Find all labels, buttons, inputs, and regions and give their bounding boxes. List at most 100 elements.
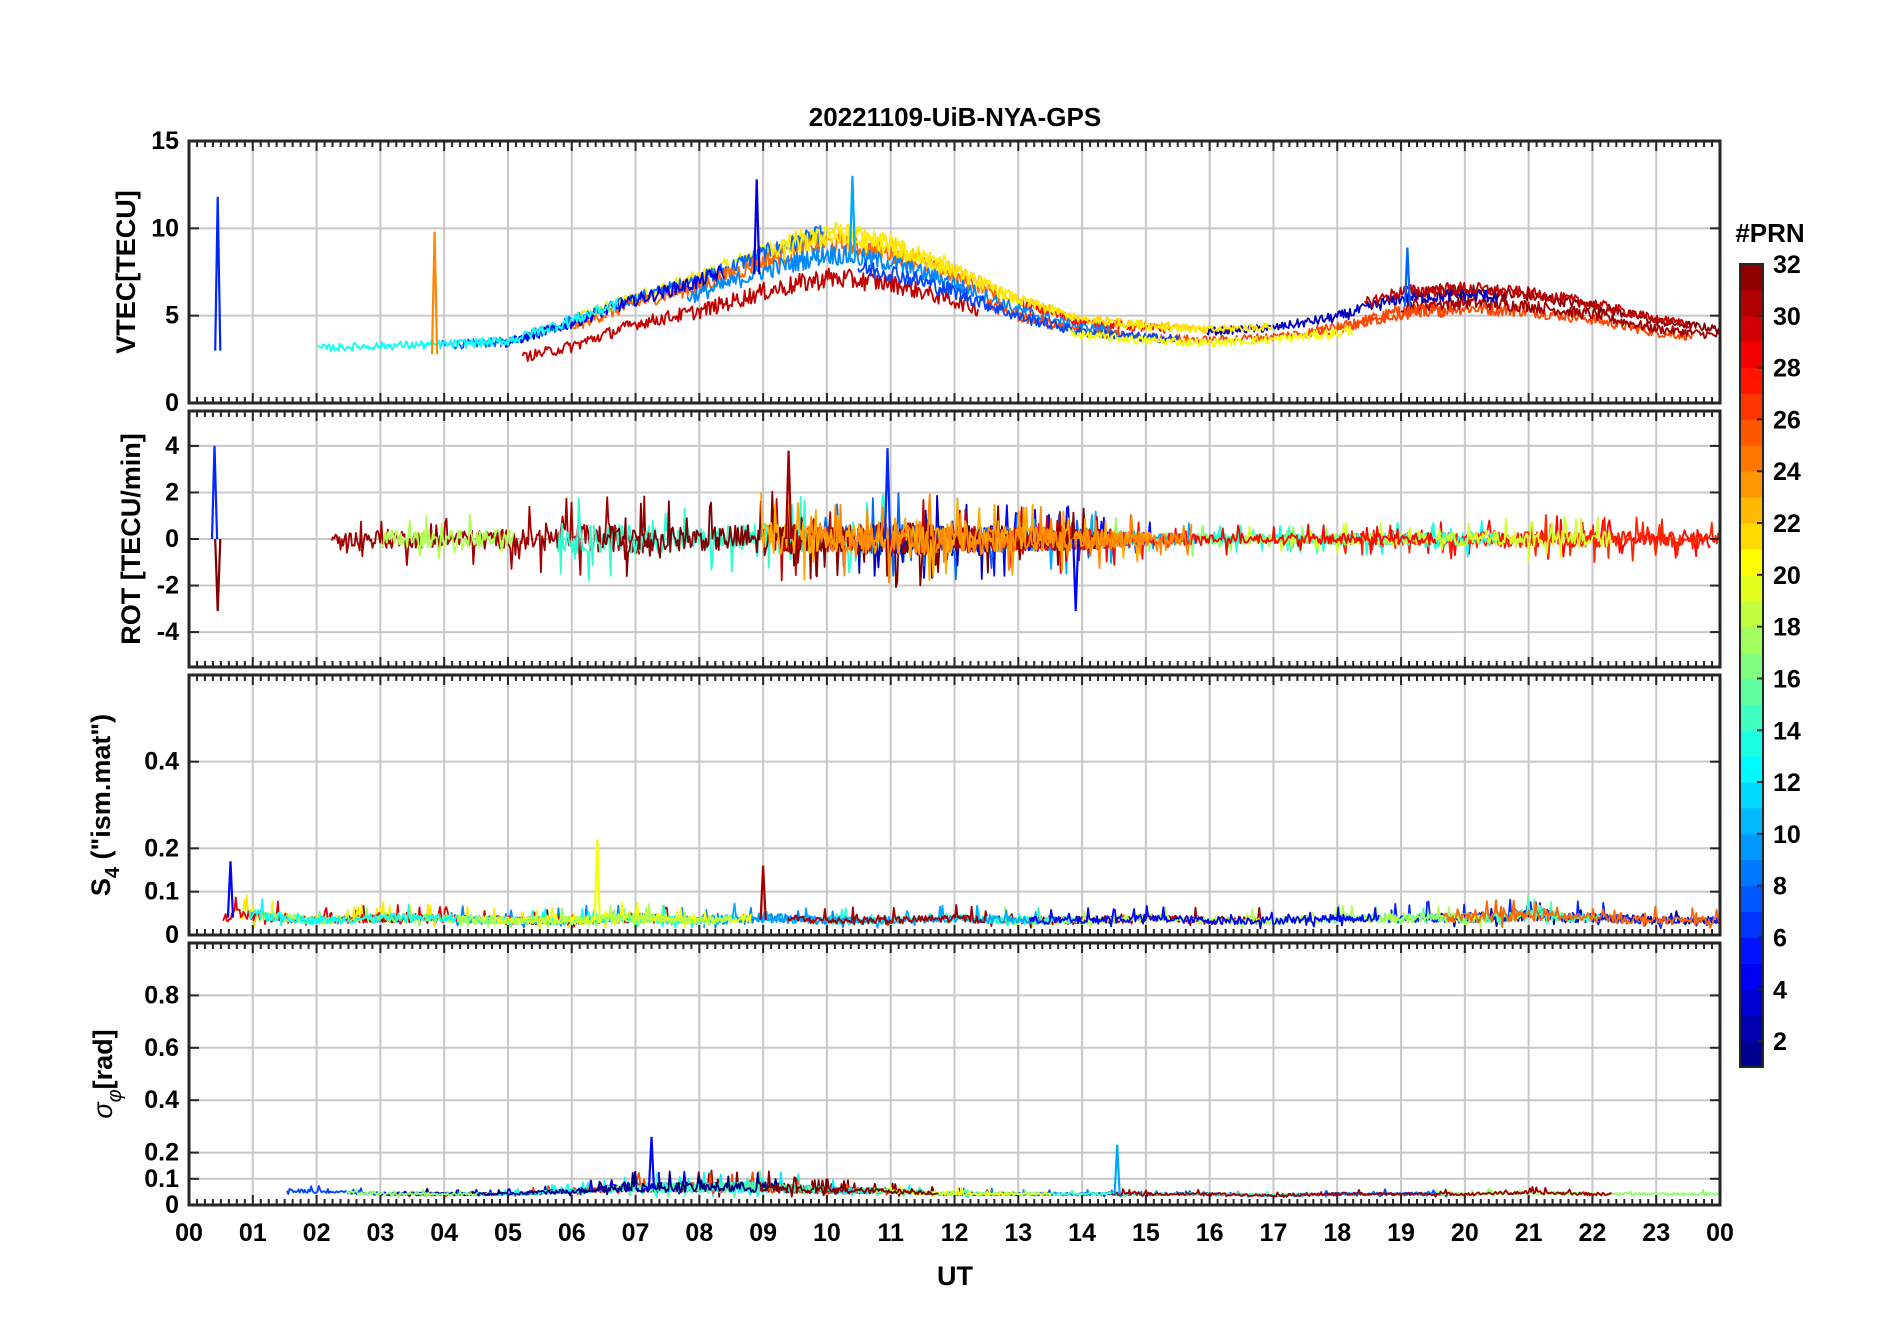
x-tick-label: 00 — [1706, 1219, 1734, 1247]
panel-vtec-y-tick-labels: 0 5 10 15 — [151, 127, 179, 417]
panel-s4-ylabel-suffix: ("ism.mat") — [86, 714, 116, 867]
colorbar-swatch — [1740, 548, 1763, 576]
colorbar-swatch — [1740, 600, 1763, 628]
colorbar-tick-label: 2 — [1773, 1028, 1787, 1056]
peak-trace — [753, 179, 761, 275]
y-tick-label: 0 — [165, 525, 179, 553]
colorbar-frame — [1739, 263, 1764, 1068]
peak-trace — [214, 538, 222, 612]
colorbar-swatch — [1740, 497, 1763, 524]
peak-trace — [1113, 1144, 1121, 1195]
colorbar-tick-label: 6 — [1773, 924, 1787, 952]
x-tick-label: 03 — [366, 1219, 394, 1247]
panel-sigma-y-axis-label: σφ[rad] — [88, 1029, 126, 1118]
panel-rot-frame — [187, 409, 1722, 669]
colorbar-tick-label: 30 — [1773, 303, 1801, 331]
panel-sigma: 00.10.2 0.4 0.6 0.8 σφ[rad] — [88, 941, 1722, 1219]
x-tick-label: 16 — [1196, 1219, 1224, 1247]
peak-trace — [647, 1136, 656, 1190]
colorbar-swatch — [1740, 315, 1763, 343]
colorbar-tick-label: 18 — [1773, 614, 1801, 642]
x-tick-label: 08 — [685, 1219, 713, 1247]
colorbar-swatch — [1740, 730, 1763, 757]
x-tick-label: 04 — [430, 1219, 458, 1247]
x-tick-label: 20 — [1451, 1219, 1479, 1247]
panel-sigma-ylabel-suffix: [rad] — [88, 1029, 118, 1089]
panel-sigma-grid — [189, 943, 1720, 1206]
panel-s4-frame — [187, 673, 1722, 937]
x-tick-label: 01 — [239, 1219, 267, 1247]
colorbar-title: #PRN — [1735, 218, 1804, 248]
panel-sigma-traces — [286, 1136, 1720, 1199]
colorbar-swatch — [1740, 367, 1763, 395]
peak-trace — [210, 445, 219, 540]
satellite-trace — [1400, 295, 1720, 340]
x-tick-label: 13 — [1004, 1219, 1032, 1247]
x-tick-label: 07 — [622, 1219, 650, 1247]
colorbar-tick-label: 4 — [1773, 976, 1787, 1004]
colorbar-swatch — [1740, 1041, 1763, 1068]
y-tick-label: 0.4 — [144, 748, 179, 776]
satellite-trace — [997, 514, 1437, 575]
colorbar-swatch — [1740, 885, 1763, 913]
x-tick-label: 12 — [941, 1219, 969, 1247]
y-tick-label: 0.1 — [144, 878, 179, 906]
peak-trace — [1403, 247, 1412, 307]
colorbar-tick-label: 28 — [1773, 355, 1801, 383]
satellite-trace — [521, 267, 979, 363]
satellite-trace — [345, 1188, 479, 1198]
colorbar-swatch — [1740, 807, 1763, 835]
panel-sigma-y-tick-labels: 00.10.2 0.4 0.6 0.8 — [144, 981, 179, 1219]
colorbar-swatch — [1740, 445, 1763, 472]
y-tick-label: 2 — [165, 478, 179, 506]
colorbar-swatch — [1740, 471, 1763, 498]
panel-s4-y-axis-label: S4 ("ism.mat") — [86, 714, 124, 896]
x-tick-label: 11 — [877, 1219, 904, 1247]
colorbar-swatch — [1740, 341, 1763, 369]
colorbar-tick-label: 26 — [1773, 406, 1801, 434]
satellite-trace — [421, 1170, 783, 1197]
y-tick-label: 4 — [165, 432, 179, 460]
satellite-trace — [1364, 281, 1694, 329]
satellite-trace — [1028, 905, 1380, 930]
y-tick-label: 5 — [165, 302, 179, 330]
colorbar-tick-label: 10 — [1773, 821, 1801, 849]
colorbar-swatch — [1740, 678, 1763, 705]
colorbar-swatch — [1740, 264, 1763, 291]
panel-rot: -4 -2 0 2 4 ROT [TECU/min] — [116, 409, 1722, 669]
colorbar-swatch — [1740, 574, 1763, 602]
satellite-trace — [857, 259, 1179, 344]
colorbar-swatch — [1740, 704, 1763, 731]
peak-trace — [226, 861, 235, 918]
satellite-trace — [317, 298, 619, 353]
x-tick-label: 10 — [813, 1219, 841, 1247]
x-tick-label: 15 — [1132, 1219, 1160, 1247]
satellite-trace — [759, 1170, 939, 1198]
colorbar-swatch — [1740, 833, 1763, 861]
y-tick-label: 0 — [165, 921, 179, 949]
colorbar-swatch — [1740, 523, 1763, 550]
y-tick-label: 0.1 — [144, 1165, 179, 1193]
x-tick-label: 19 — [1387, 1219, 1415, 1247]
colorbar-tick-label: 16 — [1773, 665, 1801, 693]
panel-s4: 0 0.1 0.2 0.4 S4 ("ism.mat") — [86, 673, 1722, 949]
x-tick-label: 17 — [1260, 1219, 1288, 1247]
y-tick-label: 0 — [165, 1191, 179, 1219]
x-tick-label: 18 — [1323, 1219, 1351, 1247]
chart-title: 20221109-UiB-NYA-GPS — [809, 102, 1101, 132]
x-tick-label: 06 — [558, 1219, 586, 1247]
colorbar-tick-label: 22 — [1773, 510, 1801, 538]
colorbar-swatch — [1740, 419, 1763, 446]
panel-s4-ylabel-subscript: 4 — [102, 866, 124, 878]
peak-trace — [759, 865, 767, 920]
y-tick-label: 10 — [151, 214, 179, 242]
colorbar-tick-label: 24 — [1773, 458, 1801, 486]
satellite-trace — [1442, 899, 1720, 929]
y-tick-label: -4 — [157, 618, 179, 646]
satellite-trace — [381, 513, 516, 560]
x-tick-label: 09 — [749, 1219, 777, 1247]
x-tick-label: 22 — [1579, 1219, 1607, 1247]
x-tick-label: 05 — [494, 1219, 522, 1247]
